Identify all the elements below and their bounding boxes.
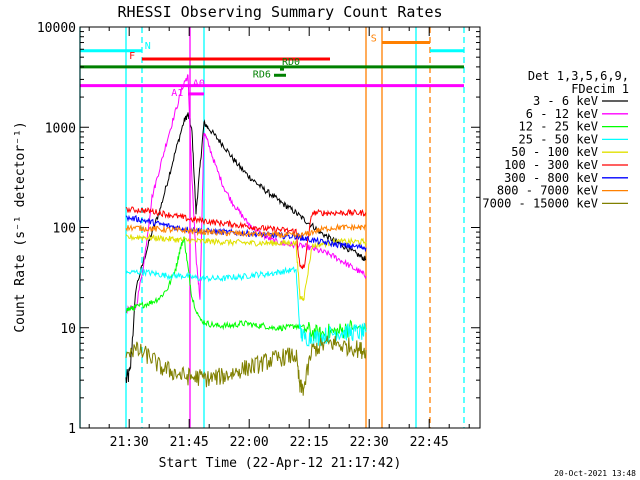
x-tick-label-4: 22:30 xyxy=(350,435,389,450)
series-line-1 xyxy=(125,74,367,315)
flag-label-0: N xyxy=(145,41,151,52)
axes: 21:30 21:45 22:00 22:15 22:30 22:45 1 10 100 1000… xyxy=(37,21,481,450)
legend-label-1: 6 - 12 keV xyxy=(526,107,598,121)
series-line-6 xyxy=(125,214,367,253)
y-tick-label-4: 10000 xyxy=(37,21,76,36)
y-tick-label-2: 100 xyxy=(53,222,76,237)
series-lines xyxy=(125,74,367,396)
y-tick-label-0: 1 xyxy=(68,422,76,437)
y-tick-label-1: 10 xyxy=(60,322,76,337)
x-tick-label-3: 22:15 xyxy=(290,435,329,450)
legend-label-3: 25 - 50 keV xyxy=(519,132,598,146)
flag-label-2: F xyxy=(129,51,135,62)
reference-lines xyxy=(79,27,465,428)
flag-label-6: RD6 xyxy=(253,69,271,80)
legend-label-5: 100 - 300 keV xyxy=(504,158,598,172)
legend-header-line-1: Det 1,3,5,6,9, xyxy=(528,69,629,83)
legend-label-7: 800 - 7000 keV xyxy=(497,184,598,198)
flag-label-5: RD0 xyxy=(282,57,300,68)
y-tick-label-3: 1000 xyxy=(45,121,76,136)
series-line-0 xyxy=(125,112,367,384)
x-tick-label-1: 21:45 xyxy=(170,435,209,450)
legend-label-8: 7000 - 15000 keV xyxy=(482,196,598,210)
series-line-7 xyxy=(125,223,367,240)
x-tick-label-5: 22:45 xyxy=(410,435,449,450)
footer-timestamp: 20-Oct-2021 13:48 xyxy=(554,469,636,478)
flag-label-3: S xyxy=(371,33,377,44)
legend-label-0: 3 - 6 keV xyxy=(533,94,598,108)
series-line-5 xyxy=(125,206,367,270)
legend-header-line-2: FDecim 1 xyxy=(571,82,629,96)
legend-label-6: 300 - 800 keV xyxy=(504,171,598,185)
chart-title: RHESSI Observing Summary Count Rates xyxy=(117,3,442,21)
flag-bars: NF S RD0 RD6 A0 A1 xyxy=(80,33,464,99)
legend-label-2: 12 - 25 keV xyxy=(519,120,598,134)
x-axis-label: Start Time (22-Apr-12 21:17:42) xyxy=(159,456,402,471)
series-line-8 xyxy=(125,335,367,396)
flag-label-8: A0 xyxy=(193,78,205,89)
legend-label-4: 50 - 100 keV xyxy=(511,145,598,159)
y-axis-label: Count Rate (s⁻¹ detector⁻¹) xyxy=(13,121,28,332)
flag-label-9: A1 xyxy=(171,88,183,99)
x-tick-label-0: 21:30 xyxy=(110,435,149,450)
x-tick-label-2: 22:00 xyxy=(230,435,269,450)
